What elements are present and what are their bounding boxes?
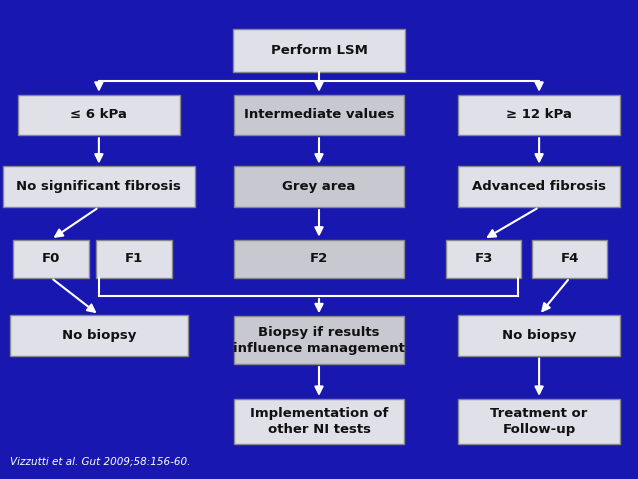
FancyBboxPatch shape: [10, 315, 188, 355]
Text: F0: F0: [42, 252, 60, 265]
Text: F2: F2: [310, 252, 328, 265]
FancyBboxPatch shape: [3, 167, 195, 207]
Text: F4: F4: [561, 252, 579, 265]
FancyBboxPatch shape: [446, 240, 521, 278]
Text: No biopsy: No biopsy: [62, 329, 136, 342]
Text: Treatment or
Follow-up: Treatment or Follow-up: [491, 407, 588, 436]
FancyBboxPatch shape: [235, 399, 404, 445]
Text: Perform LSM: Perform LSM: [271, 44, 367, 57]
FancyBboxPatch shape: [458, 399, 620, 445]
Text: F1: F1: [125, 252, 143, 265]
Text: Advanced fibrosis: Advanced fibrosis: [472, 180, 606, 194]
FancyBboxPatch shape: [458, 95, 620, 136]
Text: Implementation of
other NI tests: Implementation of other NI tests: [250, 407, 388, 436]
FancyBboxPatch shape: [13, 240, 89, 278]
Text: Biopsy if results
influence management: Biopsy if results influence management: [233, 326, 405, 354]
FancyBboxPatch shape: [235, 240, 404, 278]
Text: Vizzutti et al. Gut 2009;58:156-60.: Vizzutti et al. Gut 2009;58:156-60.: [10, 457, 190, 467]
FancyBboxPatch shape: [17, 95, 180, 136]
Text: ≤ 6 kPa: ≤ 6 kPa: [70, 108, 128, 122]
FancyBboxPatch shape: [235, 167, 404, 207]
Text: No significant fibrosis: No significant fibrosis: [17, 180, 181, 194]
Text: No biopsy: No biopsy: [502, 329, 576, 342]
FancyBboxPatch shape: [96, 240, 172, 278]
Text: ≥ 12 kPa: ≥ 12 kPa: [506, 108, 572, 122]
FancyBboxPatch shape: [458, 315, 620, 355]
Text: F3: F3: [475, 252, 493, 265]
Text: Grey area: Grey area: [282, 180, 356, 194]
FancyBboxPatch shape: [235, 316, 404, 364]
Text: Intermediate values: Intermediate values: [244, 108, 394, 122]
FancyBboxPatch shape: [532, 240, 607, 278]
FancyBboxPatch shape: [235, 95, 404, 136]
FancyBboxPatch shape: [458, 167, 620, 207]
FancyBboxPatch shape: [233, 29, 405, 72]
